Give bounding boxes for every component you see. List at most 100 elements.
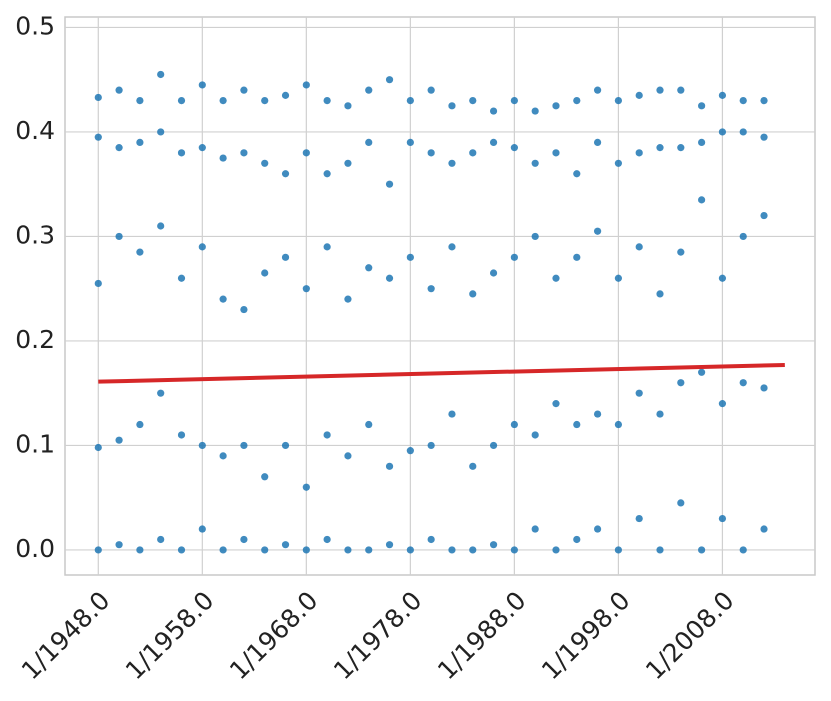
point (157, 535, 165, 544)
point (677, 499, 685, 507)
point (614, 546, 622, 554)
point (573, 253, 581, 261)
point (510, 253, 518, 261)
point (698, 196, 706, 204)
point (427, 535, 435, 544)
point (614, 96, 622, 105)
point (406, 138, 414, 146)
point (385, 76, 394, 84)
point (94, 443, 102, 452)
point (698, 138, 706, 146)
point (656, 410, 664, 418)
point (261, 546, 269, 554)
point (469, 96, 477, 105)
point (219, 452, 227, 460)
point (136, 420, 144, 429)
point (94, 546, 102, 554)
point (656, 290, 664, 298)
point (385, 274, 394, 282)
point (677, 379, 685, 387)
point (323, 96, 331, 105)
x-tick-label: 1/1968.0 (224, 586, 324, 686)
point (718, 400, 727, 408)
point (219, 96, 227, 105)
point (261, 159, 269, 167)
point (136, 546, 144, 554)
point (198, 525, 206, 533)
point (489, 441, 498, 450)
point (136, 96, 144, 105)
point (427, 149, 435, 157)
point (510, 546, 518, 554)
trend-line (98, 362, 785, 384)
point (281, 170, 290, 178)
point (552, 274, 560, 282)
point (344, 102, 352, 110)
point (614, 274, 622, 282)
point (323, 170, 331, 178)
point (718, 91, 727, 99)
point (698, 102, 706, 110)
point (739, 546, 747, 554)
point (406, 96, 414, 105)
point (323, 431, 331, 439)
point (489, 269, 498, 277)
point (760, 96, 768, 105)
y-tick-label: 0.2 (15, 325, 55, 354)
point (760, 211, 768, 220)
y-tick-label: 0.5 (15, 11, 55, 40)
point (469, 149, 477, 157)
point (281, 91, 290, 99)
point (94, 279, 102, 288)
point (281, 441, 290, 450)
point (656, 144, 664, 152)
point (489, 138, 498, 146)
point (281, 253, 290, 261)
x-tick-label: 1/1958.0 (120, 586, 220, 686)
point (261, 96, 269, 105)
point (427, 285, 435, 293)
point (739, 128, 747, 136)
point (177, 149, 186, 157)
x-tick-label: 1/2008.0 (640, 586, 740, 686)
point (115, 144, 123, 152)
point (698, 546, 706, 554)
point (531, 431, 539, 439)
point (469, 546, 477, 554)
point (614, 420, 622, 429)
point (718, 274, 727, 282)
point (219, 295, 227, 303)
point (365, 86, 373, 94)
y-tick-label: 0.1 (15, 429, 55, 458)
point (593, 138, 602, 146)
point (489, 107, 498, 115)
point (552, 546, 560, 554)
point (573, 420, 581, 429)
point (198, 441, 206, 450)
point (739, 96, 747, 105)
point (323, 535, 331, 544)
point (344, 159, 352, 167)
point (323, 243, 331, 251)
point (385, 462, 394, 470)
point (136, 138, 144, 146)
point (677, 86, 685, 94)
point (552, 102, 560, 110)
point (157, 389, 165, 397)
x-tick-label: 1/1988.0 (432, 586, 532, 686)
point (157, 70, 165, 79)
point (302, 285, 310, 293)
point (531, 232, 539, 241)
point (635, 91, 643, 99)
point (115, 232, 123, 241)
point (385, 541, 394, 549)
point (739, 379, 747, 387)
point (760, 525, 768, 533)
point (365, 264, 373, 272)
point (344, 452, 352, 460)
point (531, 525, 539, 533)
point (698, 368, 706, 376)
point (261, 269, 269, 277)
point (115, 541, 123, 549)
point (656, 546, 664, 554)
